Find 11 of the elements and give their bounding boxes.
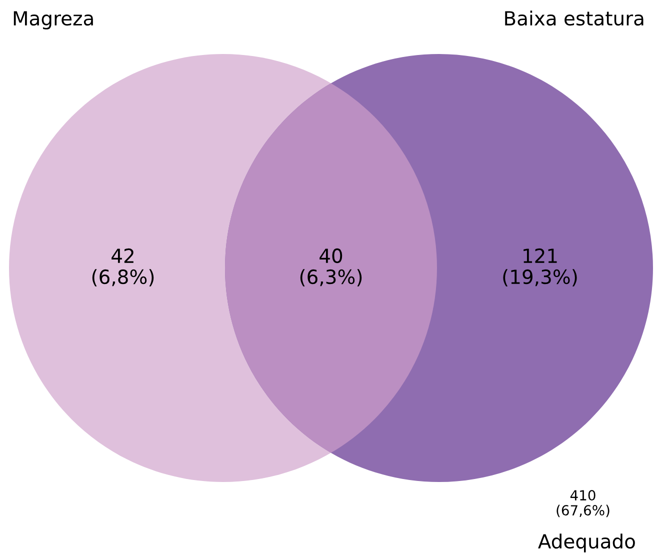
text: (19,3%) — [503, 269, 577, 286]
text: (6,3%) — [300, 269, 362, 286]
category-label: Baixa estatura — [505, 10, 644, 26]
data-label: 40 — [320, 248, 342, 264]
data-label: 42 — [112, 248, 134, 263]
text: (6,8%) — [92, 269, 154, 286]
data-label: 410 — [570, 490, 596, 501]
text: (67,6%) — [556, 504, 610, 518]
category-label: Adequado — [538, 534, 635, 552]
category-label: Magreza — [14, 11, 93, 30]
data-label: 121 — [524, 248, 557, 263]
